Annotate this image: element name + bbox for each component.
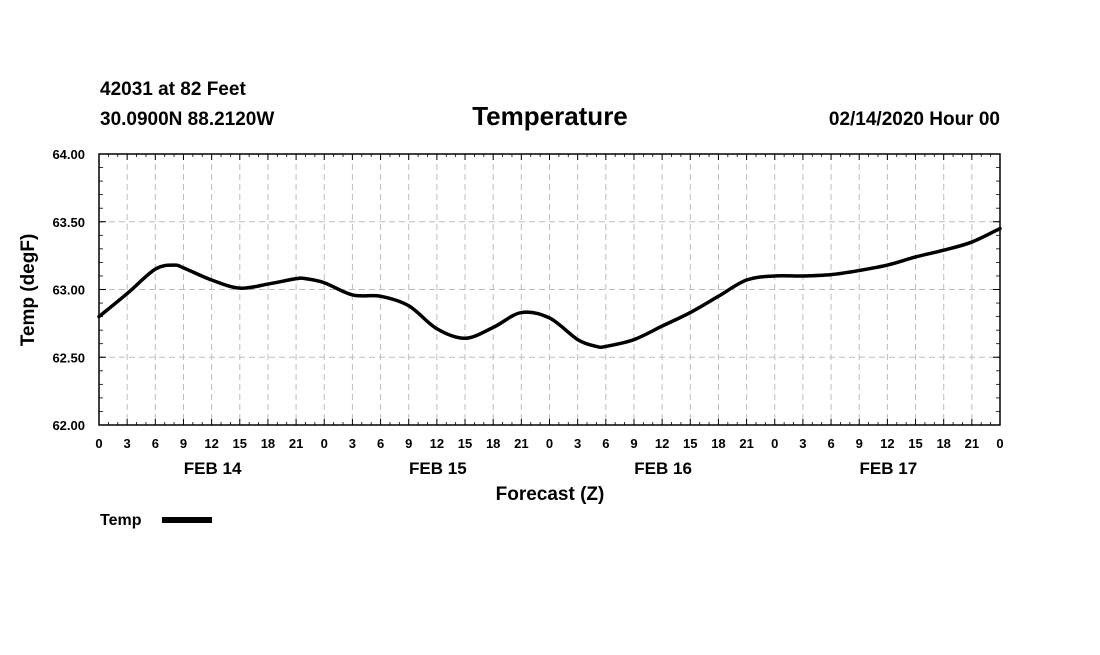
x-tick-label: 12 bbox=[655, 436, 669, 451]
station-label: 42031 at 82 Feet bbox=[100, 79, 246, 100]
x-tick-label: 18 bbox=[936, 436, 950, 451]
x-tick-label: 21 bbox=[514, 436, 528, 451]
forecast-datetime: 02/14/2020 Hour 00 bbox=[829, 109, 1000, 130]
x-tick-labels: 0 3 6 9 12 15 18 21 0 3 6 9 12 15 18 21 0 3 6 9 12 15 18 21 0 3 6 9… bbox=[95, 436, 1003, 451]
x-tick-label: 9 bbox=[405, 436, 412, 451]
chart-title: Temperature bbox=[472, 101, 628, 131]
x-tick-label: 15 bbox=[683, 436, 697, 451]
y-tick-label: 62.50 bbox=[52, 350, 85, 365]
x-axis-title: Forecast (Z) bbox=[496, 484, 605, 505]
x-tick-label: 6 bbox=[602, 436, 609, 451]
legend-label-temp: Temp bbox=[100, 512, 142, 529]
coordinates-label: 30.0900N 88.2120W bbox=[100, 109, 274, 130]
x-tick-label: 21 bbox=[739, 436, 753, 451]
day-label: FEB 16 bbox=[634, 459, 692, 478]
day-label: FEB 14 bbox=[184, 459, 242, 478]
x-tick-label: 15 bbox=[233, 436, 247, 451]
x-tick-label: 0 bbox=[546, 436, 553, 451]
x-tick-label: 12 bbox=[880, 436, 894, 451]
day-labels: FEB 14 FEB 15 FEB 16 FEB 17 bbox=[184, 459, 917, 478]
x-tick-label: 0 bbox=[321, 436, 328, 451]
y-tick-label: 63.50 bbox=[52, 215, 85, 230]
x-tick-label: 12 bbox=[204, 436, 218, 451]
x-tick-label: 9 bbox=[630, 436, 637, 451]
y-tick-labels: 62.00 62.50 63.00 63.50 64.00 bbox=[52, 147, 85, 433]
grid-lines bbox=[99, 154, 1000, 425]
x-tick-label: 21 bbox=[965, 436, 979, 451]
x-tick-label: 3 bbox=[799, 436, 806, 451]
x-tick-label: 18 bbox=[261, 436, 275, 451]
x-tick-label: 9 bbox=[856, 436, 863, 451]
x-tick-label: 18 bbox=[486, 436, 500, 451]
temp-series-line bbox=[97, 226, 1002, 350]
x-tick-label: 0 bbox=[95, 436, 102, 451]
x-tick-label: 6 bbox=[827, 436, 834, 451]
x-tick-label: 6 bbox=[152, 436, 159, 451]
plot-frame bbox=[98, 153, 1001, 426]
x-tick-label: 3 bbox=[124, 436, 131, 451]
day-label: FEB 15 bbox=[409, 459, 467, 478]
x-tick-label: 3 bbox=[349, 436, 356, 451]
legend: Temp bbox=[100, 512, 212, 529]
x-tick-label: 15 bbox=[908, 436, 922, 451]
x-tick-label: 18 bbox=[711, 436, 725, 451]
x-tick-label: 9 bbox=[180, 436, 187, 451]
x-tick-label: 0 bbox=[996, 436, 1003, 451]
y-axis-title: Temp (degF) bbox=[18, 234, 39, 347]
y-tick-label: 62.00 bbox=[52, 418, 85, 433]
x-tick-label: 21 bbox=[289, 436, 303, 451]
x-tick-label: 0 bbox=[771, 436, 778, 451]
x-tick-label: 15 bbox=[458, 436, 472, 451]
y-tick-label: 63.00 bbox=[52, 283, 85, 298]
x-tick-label: 6 bbox=[377, 436, 384, 451]
x-tick-label: 3 bbox=[574, 436, 581, 451]
day-label: FEB 17 bbox=[860, 459, 918, 478]
x-tick-label: 12 bbox=[430, 436, 444, 451]
y-tick-label: 64.00 bbox=[52, 147, 85, 162]
